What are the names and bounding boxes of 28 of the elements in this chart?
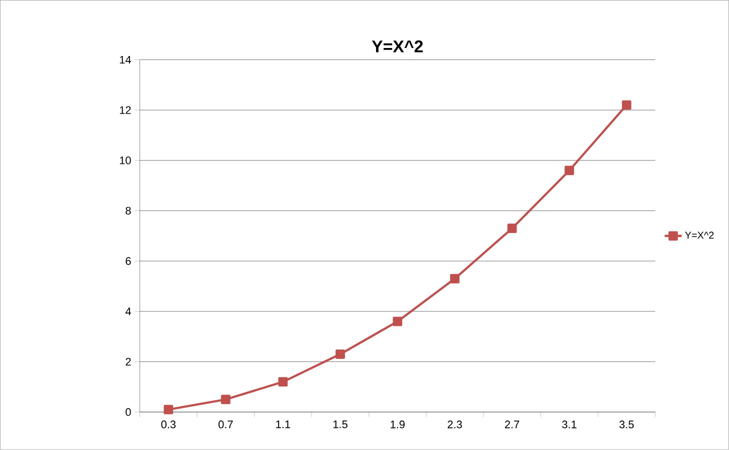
x-tick-label: 1.5 xyxy=(333,420,348,428)
point xyxy=(221,394,230,404)
point xyxy=(507,224,517,234)
x-tick-label: 3.1 xyxy=(562,420,576,428)
y-tick-label: 6 xyxy=(126,257,131,266)
y-tick-label: 0 xyxy=(126,408,131,416)
x-tick-label: 2.3 xyxy=(448,420,462,428)
y-tick-label: 14 xyxy=(120,56,131,64)
point xyxy=(622,100,632,110)
y-tick-label: 8 xyxy=(126,206,131,215)
legend-label: Y=X^2 xyxy=(685,232,714,239)
x-tick-label: 1.9 xyxy=(390,420,405,428)
point xyxy=(164,404,174,414)
x-tick-label: 3.5 xyxy=(619,420,634,428)
x-tick-label: 1.1 xyxy=(276,420,290,428)
y-tick-label: 10 xyxy=(120,156,131,164)
point xyxy=(336,350,345,359)
x-tick-label: 2.7 xyxy=(504,420,520,428)
x-tick-label: 0.3 xyxy=(161,420,176,428)
point xyxy=(392,316,402,326)
chart-title: Y=X^2 xyxy=(372,40,423,52)
point xyxy=(450,274,460,284)
point xyxy=(564,166,574,176)
x-tick-label: 0.7 xyxy=(218,420,233,428)
y-tick-label: 2 xyxy=(126,358,131,366)
y-tick-label: 12 xyxy=(120,106,131,114)
point xyxy=(278,377,288,387)
y-tick-label: 4 xyxy=(125,308,131,316)
